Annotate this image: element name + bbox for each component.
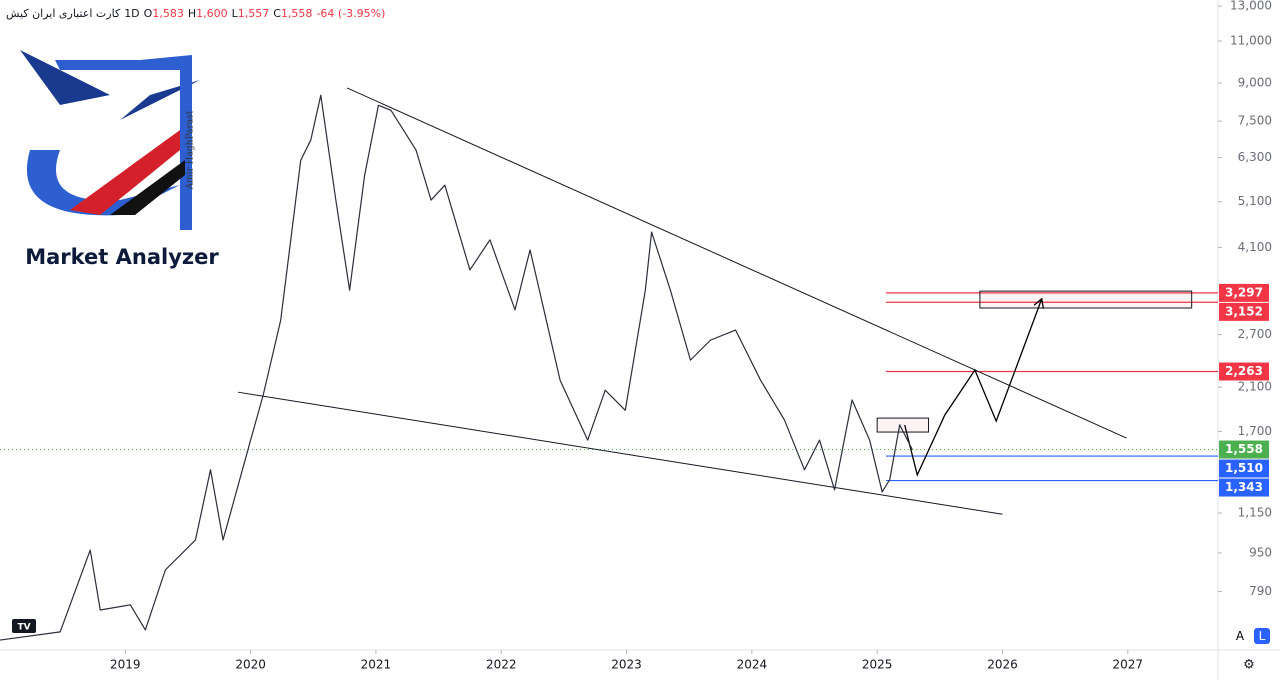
price-badge-label: 1,558 xyxy=(1225,442,1263,456)
legend-header: کارت اعتباری ایران کیش 1D O1,583 H1,600 L1… xyxy=(6,7,385,20)
settings-icon[interactable]: ⚙ xyxy=(1243,658,1255,673)
tv-logo: TV xyxy=(12,619,36,633)
interval: 1D xyxy=(124,7,140,20)
svg-text:TV: TV xyxy=(17,623,30,633)
price-badge-label: 1,343 xyxy=(1225,480,1263,494)
scale-button[interactable]: A xyxy=(1235,629,1245,643)
y-tick-label: 7,500 xyxy=(1238,114,1272,128)
x-tick-label: 2019 xyxy=(110,658,141,672)
ohlc: O1,583 H1,600 L1,557 C1,558 xyxy=(144,7,313,20)
y-tick-label: 790 xyxy=(1249,584,1272,598)
y-tick-label: 2,700 xyxy=(1238,327,1272,341)
y-tick-label: 950 xyxy=(1249,545,1272,559)
change: -64 (-3.95%) xyxy=(316,7,386,20)
x-tick-label: 2020 xyxy=(235,658,266,672)
x-tick-label: 2022 xyxy=(486,658,517,672)
forecast-path xyxy=(904,300,1042,477)
price-badge xyxy=(1219,459,1269,478)
price-badge-label: 2,263 xyxy=(1225,364,1263,378)
price-badge xyxy=(1219,478,1269,497)
logo-title: Market Analyzer xyxy=(25,245,219,269)
ohlc-key: O xyxy=(143,7,153,20)
x-tick-label: 2026 xyxy=(987,658,1018,672)
trendline xyxy=(238,391,1003,515)
symbol-name: کارت اعتباری ایران کیش xyxy=(6,7,121,20)
scale-button[interactable]: L xyxy=(1254,628,1270,644)
x-tick-label: 2021 xyxy=(361,658,392,672)
ohlc-value: 1,557 xyxy=(237,7,270,20)
y-tick-label: 1,150 xyxy=(1238,505,1272,519)
trendline xyxy=(346,87,1127,439)
logo: Market Analyzer Amir HaghParast xyxy=(20,50,219,269)
price-badge xyxy=(1219,302,1269,321)
price-badge-label: 1,510 xyxy=(1225,461,1263,475)
x-tick-label: 2023 xyxy=(611,658,642,672)
price-badge-label: 3,297 xyxy=(1225,285,1263,299)
ohlc-item: C1,558 xyxy=(273,7,312,20)
zone-box xyxy=(979,290,1193,309)
x-tick-label: 2024 xyxy=(737,658,768,672)
price-badge-label: 3,152 xyxy=(1225,304,1263,318)
ohlc-value: 1,600 xyxy=(196,7,228,20)
y-tick-label: 6,300 xyxy=(1238,150,1272,164)
y-tick-label: 5,100 xyxy=(1238,194,1272,208)
ohlc-key: L xyxy=(231,7,238,20)
ohlc-item: O1,583 xyxy=(144,7,184,20)
y-tick-label: 2,100 xyxy=(1238,380,1272,394)
ohlc-key: C xyxy=(273,7,281,20)
ohlc-value: 1,583 xyxy=(152,7,184,20)
x-tick-label: 2025 xyxy=(862,658,893,672)
ohlc-item: L1,557 xyxy=(232,7,270,20)
price-badge xyxy=(1219,440,1269,459)
y-tick-label: 9,000 xyxy=(1238,76,1272,90)
ohlc-key: H xyxy=(187,7,197,20)
ohlc-item: H1,600 xyxy=(188,7,228,20)
y-tick-label: 11,000 xyxy=(1230,34,1272,48)
y-tick-label: 1,700 xyxy=(1238,424,1272,438)
price-badge xyxy=(1219,362,1269,381)
price-badge xyxy=(1219,283,1269,302)
y-tick-label: 4,100 xyxy=(1238,240,1272,254)
ohlc-value: 1,558 xyxy=(280,7,313,20)
x-tick-label: 2027 xyxy=(1113,658,1144,672)
logo-author: Amir HaghParast xyxy=(186,110,196,190)
y-tick-label: 13,000 xyxy=(1230,0,1272,13)
price-line xyxy=(0,94,913,641)
